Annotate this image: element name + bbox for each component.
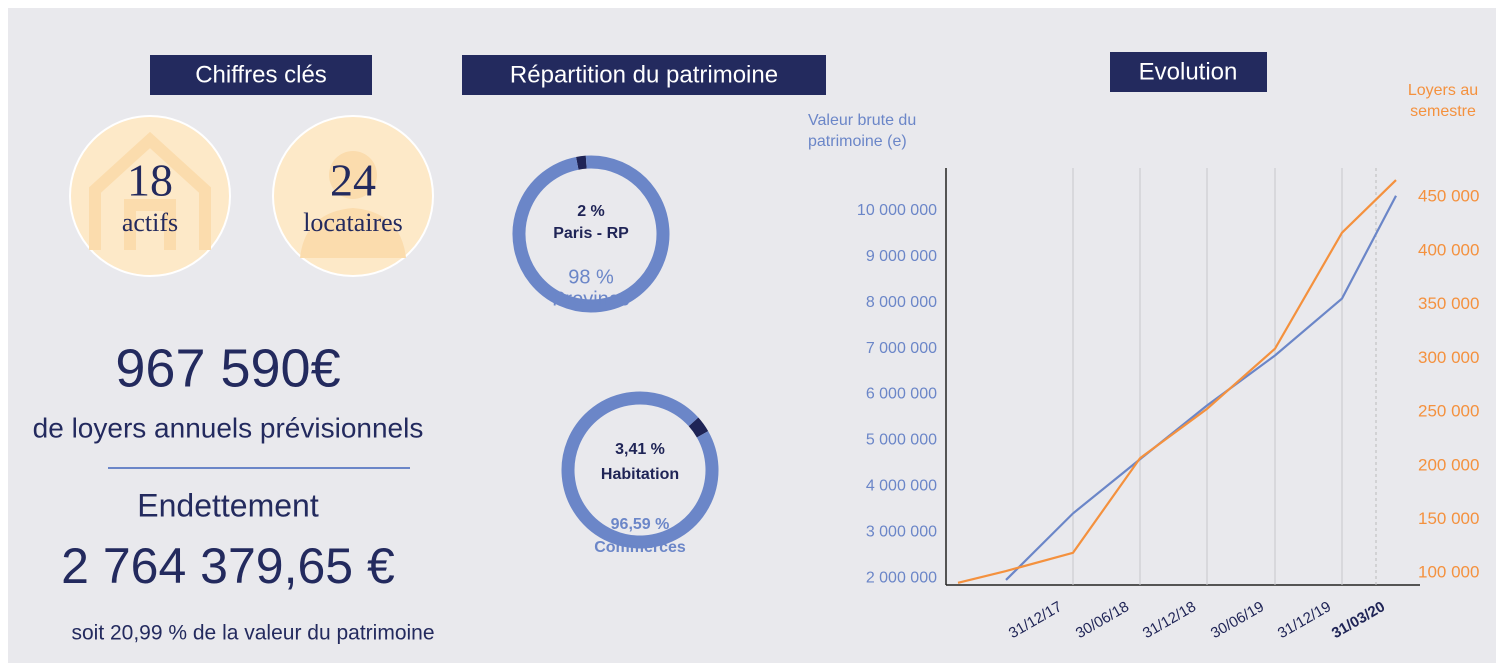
donut-value-label: 96,59 % (611, 516, 670, 533)
y-tick-label: 6 000 000 (866, 386, 937, 403)
debt-caption: soit 20,99 % de la valeur du patrimoine (71, 622, 434, 645)
y-axis-title: Valeur brute du patrimoine (e) (808, 112, 917, 150)
donut-category-label: Habitation (601, 466, 679, 483)
y2-tick-label: 400 000 (1418, 240, 1479, 259)
section-title: Répartition du patrimoine (510, 61, 778, 88)
y-tick-label: 2 000 000 (866, 569, 937, 586)
donut-value-label: 98 % (568, 266, 614, 288)
donut-category-label: Province (552, 288, 630, 310)
y-tick-label: 10 000 000 (857, 202, 937, 219)
donut-value-label: 2 % (577, 203, 605, 220)
section-box (150, 55, 372, 95)
y2-tick-label: 150 000 (1418, 509, 1479, 528)
y-tick-label: 7 000 000 (866, 340, 937, 357)
tenant-label: locataires (303, 208, 403, 237)
background (8, 8, 1496, 663)
y2-tick-label: 250 000 (1418, 402, 1479, 421)
donut-segment (688, 417, 709, 438)
y2-tick-label: 200 000 (1418, 455, 1479, 474)
donut-category-label: Commerces (594, 539, 686, 556)
rent-amount: 967 590€ (115, 338, 340, 398)
debt-title: Endettement (137, 487, 319, 523)
asset-label: actifs (122, 208, 178, 237)
y2-tick-label: 450 000 (1418, 187, 1479, 206)
series-line (1005, 195, 1397, 581)
donut-segment (561, 391, 719, 549)
debt-amount: 2 764 379,65 € (61, 538, 395, 594)
y-tick-label: 8 000 000 (866, 294, 937, 311)
y-tick-label: 3 000 000 (866, 523, 937, 540)
y2-axis-title: Loyers au semestre (1407, 82, 1479, 120)
donut-value-label: 3,41 % (615, 441, 665, 458)
y-tick-label: 4 000 000 (866, 478, 937, 495)
house-icon (89, 131, 211, 250)
section-box (1110, 52, 1267, 92)
donut-segment (576, 155, 587, 170)
donut-segment (512, 155, 670, 313)
icon-circle (69, 115, 231, 277)
section-title: Evolution (1139, 58, 1238, 85)
rent-caption: de loyers annuels prévisionnels (33, 412, 424, 443)
donut-category-label: Paris - RP (553, 225, 629, 242)
person-icon (329, 151, 377, 199)
section-title: Chiffres clés (195, 61, 327, 88)
person-icon (300, 208, 406, 258)
y2-tick-label: 350 000 (1418, 294, 1479, 313)
tenant-count: 24 (330, 155, 376, 206)
y-tick-label: 5 000 000 (866, 432, 937, 449)
y2-tick-label: 100 000 (1418, 563, 1479, 582)
series-line (957, 179, 1397, 584)
y2-tick-label: 300 000 (1418, 348, 1479, 367)
asset-count: 18 (127, 155, 173, 206)
y-tick-label: 9 000 000 (866, 248, 937, 265)
section-box (462, 55, 826, 95)
